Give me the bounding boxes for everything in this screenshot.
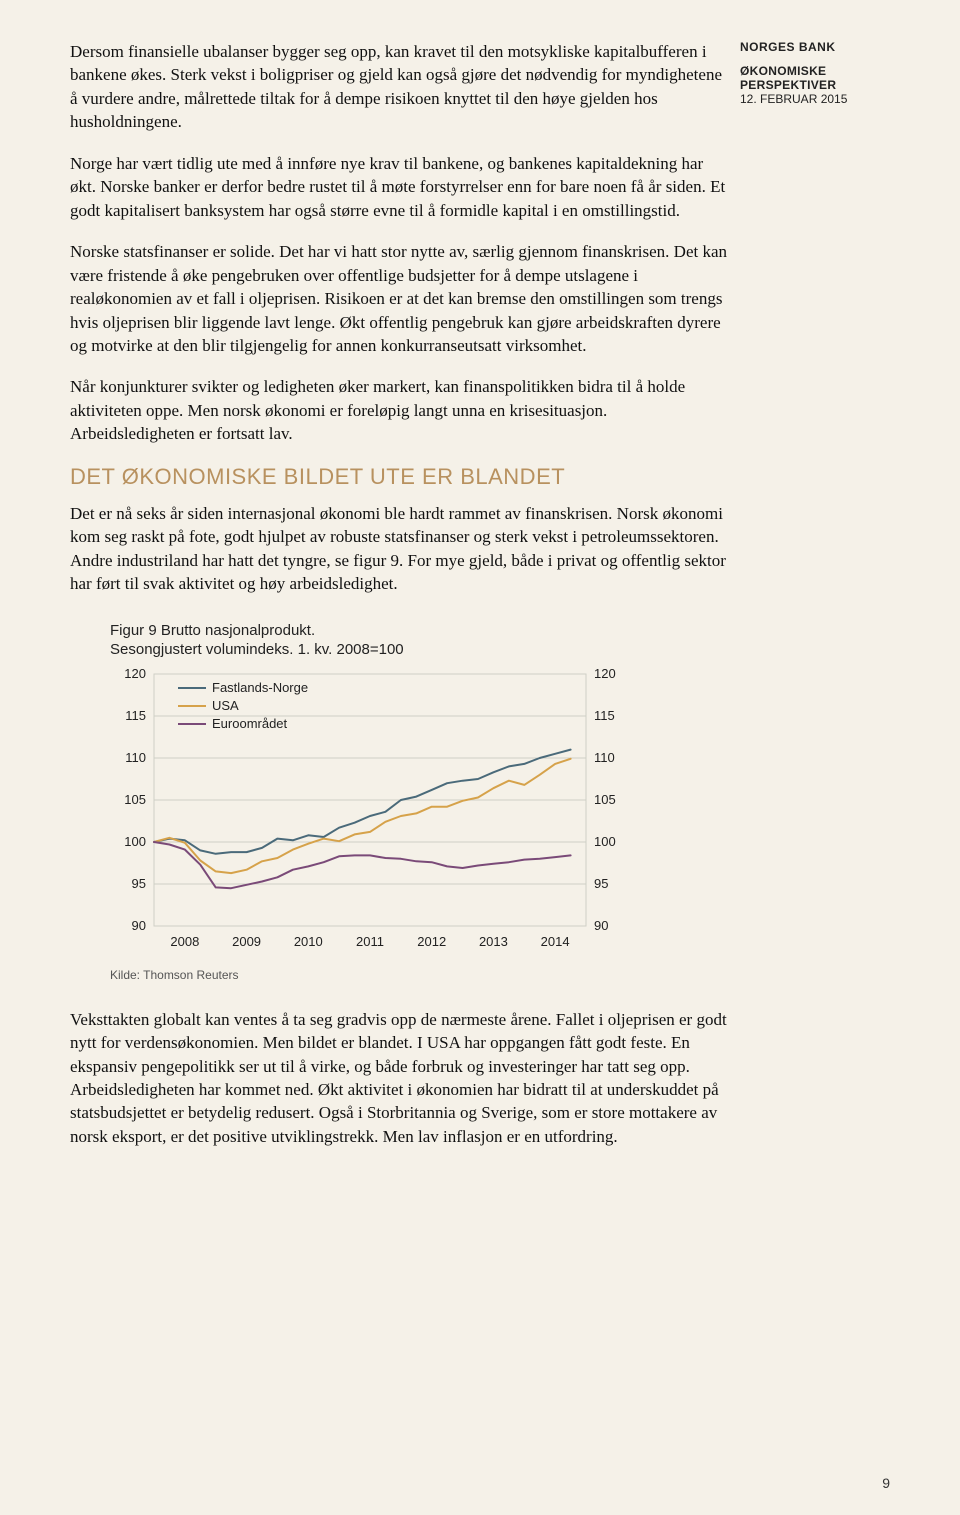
svg-text:90: 90 (132, 918, 146, 933)
chart-title-line1: Figur 9 Brutto nasjonalprodukt. (110, 622, 630, 639)
svg-text:USA: USA (212, 698, 239, 713)
paragraph: Når konjunkturer svikter og ledigheten ø… (70, 375, 730, 445)
gdp-line-chart: 90 90 95 95 100 100 105 105 110 110 115 115 120 120 20… (110, 660, 630, 960)
svg-text:120: 120 (594, 666, 616, 681)
paragraph: Dersom finansielle ubalanser bygger seg … (70, 40, 730, 134)
svg-text:115: 115 (125, 708, 146, 723)
doc-date: 12. FEBRUAR 2015 (740, 92, 890, 106)
svg-text:90: 90 (594, 918, 608, 933)
svg-text:100: 100 (594, 834, 616, 849)
svg-text:Euroområdet: Euroområdet (212, 716, 288, 731)
svg-text:2011: 2011 (356, 934, 384, 949)
sidebar-meta: NORGES BANK ØKONOMISKE PERSPEKTIVER 12. … (740, 40, 890, 106)
figure-9: Figur 9 Brutto nasjonalprodukt. Sesongju… (110, 622, 630, 982)
main-column: Dersom finansielle ubalanser bygger seg … (70, 40, 730, 1148)
svg-text:120: 120 (124, 666, 146, 681)
chart-source: Kilde: Thomson Reuters (110, 968, 630, 982)
paragraph: Det er nå seks år siden internasjonal øk… (70, 502, 730, 596)
svg-text:105: 105 (124, 792, 146, 807)
paragraph: Norske statsfinanser er solide. Det har … (70, 240, 730, 357)
svg-text:2010: 2010 (294, 934, 323, 949)
svg-text:Fastlands-Norge: Fastlands-Norge (212, 680, 308, 695)
svg-text:2014: 2014 (541, 934, 570, 949)
svg-text:2012: 2012 (417, 934, 446, 949)
section-heading: DET ØKONOMISKE BILDET UTE ER BLANDET (70, 464, 730, 490)
paragraph: Norge har vært tidlig ute med å innføre … (70, 152, 730, 222)
svg-text:95: 95 (132, 876, 146, 891)
svg-text:110: 110 (125, 750, 146, 765)
chart-title-line2: Sesongjustert volumindeks. 1. kv. 2008=1… (110, 641, 630, 658)
svg-text:95: 95 (594, 876, 608, 891)
svg-text:2009: 2009 (232, 934, 261, 949)
svg-text:110: 110 (594, 750, 615, 765)
svg-text:2013: 2013 (479, 934, 508, 949)
svg-text:115: 115 (594, 708, 615, 723)
svg-text:105: 105 (594, 792, 616, 807)
paragraph: Veksttakten globalt kan ventes å ta seg … (70, 1008, 730, 1149)
page-number: 9 (882, 1475, 890, 1491)
brand-label: NORGES BANK (740, 40, 890, 54)
doc-title: ØKONOMISKE PERSPEKTIVER (740, 64, 890, 92)
svg-text:2008: 2008 (170, 934, 199, 949)
svg-text:100: 100 (124, 834, 146, 849)
